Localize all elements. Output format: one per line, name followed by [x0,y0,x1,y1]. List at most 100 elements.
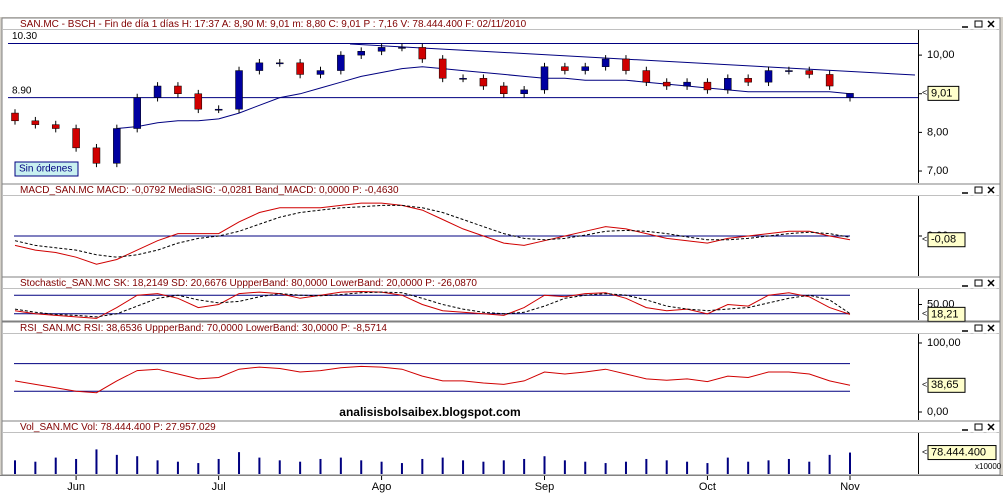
candle-body [785,70,793,72]
y-tick-label: 10,00 [927,49,955,61]
value-tag: 9,01 [931,87,952,99]
volume-bar [543,456,546,474]
icon [987,186,995,194]
maximize-button[interactable] [973,323,984,334]
top-strip [0,0,1003,17]
volume-bar [808,461,811,474]
minimize-button[interactable] [960,19,971,30]
candle-body [846,93,854,98]
candle-body [520,89,528,94]
x-tick-label: Jul [212,481,226,493]
volume-bar [360,460,363,474]
panel-title: SAN.MC - BSCH - Fin de día 1 días H: 17:… [20,19,527,30]
minimize-button[interactable] [960,185,971,196]
candle-body [764,70,773,83]
volume-bar [75,458,78,474]
candle-body [825,74,834,87]
watermark: analisisbolsaibex.blogspot.com [339,405,520,419]
minimize-button[interactable] [960,323,971,334]
volume-bar [502,460,505,474]
x-tick-label: Jun [67,481,85,493]
volume-bar [238,452,241,474]
candle-body [72,128,80,149]
value-tag-arrow: < [922,380,927,390]
indicator-line [14,204,851,258]
candle-body [438,58,447,79]
y-tick-label: 0,00 [927,406,948,418]
volume-bar [197,463,200,474]
volume-bar [523,458,526,474]
indicator-line [14,202,851,265]
panel-title: Vol_SAN.MC Vol: 78.444.400 P: 27.957.029 [20,422,216,433]
volume-bar [299,461,302,474]
volume-bar [136,456,139,474]
volume-bar [156,460,159,474]
candle-body [51,124,60,129]
x-axis-strip [0,475,1003,494]
maximize-button[interactable] [973,422,984,433]
x-tick-label: Nov [840,481,860,493]
candle-body [500,85,508,95]
volume-bar [604,463,607,474]
candle-body [540,66,549,91]
value-tag-arrow: < [922,234,927,244]
value-tag: -0,08 [931,234,956,246]
icon [974,324,983,332]
value-tag-arrow: < [922,88,927,98]
volume-bar [95,449,98,474]
candle-body [724,78,732,91]
icon [987,279,995,287]
icon [974,423,983,431]
volume-bar [54,457,57,474]
volume-bar [339,457,342,474]
candle-body [113,128,121,164]
volume-bar [421,458,424,474]
icon [987,324,995,332]
x-tick-label: Oct [699,481,716,493]
icon [974,20,983,28]
candle-body [92,147,101,164]
icon [987,20,995,28]
indicator-line [14,291,851,318]
candle-body [235,70,243,110]
level-label: 8.90 [12,85,32,96]
candle-body [214,108,223,111]
value-tag-box [927,232,966,248]
icon [974,279,983,287]
candle-body [194,93,203,110]
panel-title: MACD_SAN.MC MACD: -0,0792 MediaSIG: -0,0… [20,185,399,196]
volume-bar [563,460,566,474]
candle-body [133,97,141,129]
candle-body [622,58,630,71]
volume-bar [849,452,851,474]
minimize-button[interactable] [960,422,971,433]
candle-body [601,58,610,67]
volume-bar [400,463,403,474]
candle-body [703,81,712,91]
volume-bar [686,461,689,474]
volume-bar [747,461,750,474]
volume-bar [767,460,770,474]
maximize-button[interactable] [973,185,984,196]
volume-bar [482,461,485,474]
volume-bar [258,457,261,474]
candle-body [31,120,40,125]
volume-bar [624,461,627,474]
y-tick-label: 7,00 [927,165,948,177]
volume-bar [34,461,37,474]
candle-body [479,78,488,87]
candle-body [276,62,284,65]
value-tag: 78.444.400 [931,446,986,458]
maximize-button[interactable] [973,19,984,30]
minimize-button[interactable] [960,278,971,289]
value-tag-arrow: < [922,447,927,457]
volume-bar [645,458,648,474]
candle-body [581,66,589,71]
maximize-button[interactable] [973,278,984,289]
panel [1,17,1001,185]
candle-body [662,81,671,87]
volume-bar [828,454,831,474]
volume-bar [176,461,179,474]
panel [1,183,1001,278]
value-tag-arrow: < [922,309,927,319]
